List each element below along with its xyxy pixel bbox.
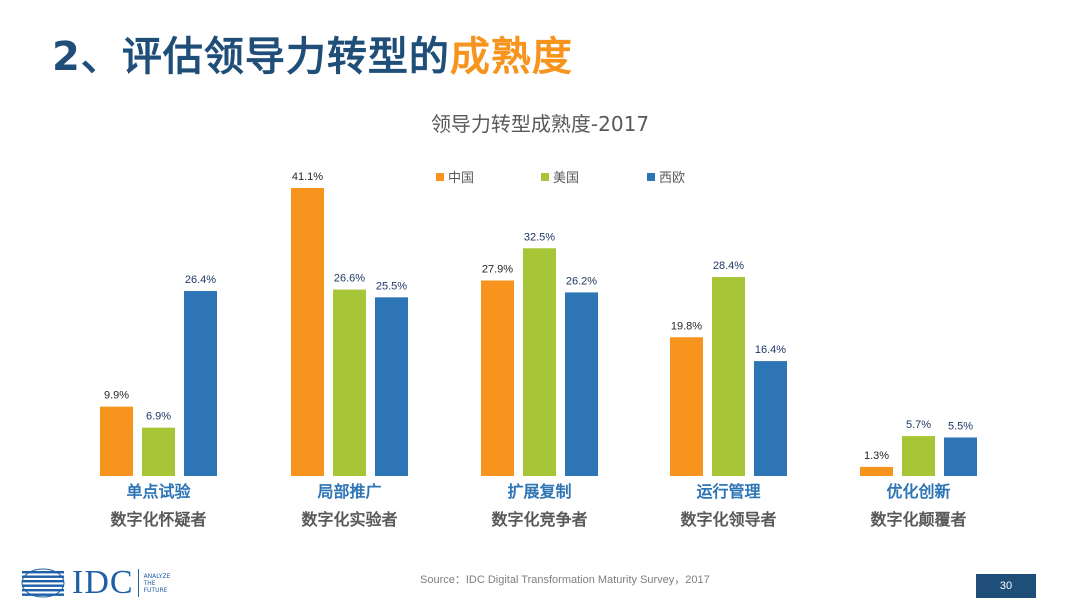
subcategory-label: 数字化竞争者 (491, 510, 587, 529)
subcategory-label: 数字化实验者 (301, 510, 397, 529)
data-label: 26.2% (566, 275, 597, 287)
bar (375, 297, 408, 476)
logo-tagline: ANALYZE THE FUTURE (144, 573, 171, 594)
bar (712, 276, 745, 476)
bar (902, 436, 935, 476)
globe-icon (21, 568, 65, 598)
data-label: 5.5% (948, 420, 973, 432)
category-label: 单点试验 (126, 482, 191, 501)
data-label: 28.4% (713, 260, 744, 272)
data-label: 1.3% (864, 450, 889, 462)
legend-label: 中国 (448, 171, 474, 186)
category-label: 优化创新 (886, 482, 950, 501)
category-label: 局部推广 (317, 482, 381, 501)
bar (142, 427, 175, 476)
logo-tagline-line: ANALYZE (143, 572, 171, 580)
bar (333, 289, 366, 476)
subcategory-label: 数字化颠覆者 (870, 510, 966, 529)
bar (754, 361, 787, 476)
data-label: 5.7% (906, 419, 931, 431)
bar (565, 292, 598, 476)
page-number: 30 (976, 574, 1036, 598)
data-label: 26.6% (334, 273, 365, 285)
subcategory-label: 数字化怀疑者 (110, 510, 206, 529)
logo-tagline-line: FUTURE (143, 586, 168, 594)
source-note: Source：IDC Digital Transformation Maturi… (420, 574, 710, 586)
data-label: 6.9% (146, 411, 171, 423)
bar (291, 188, 324, 476)
subcategory-label: 数字化领导者 (680, 510, 776, 529)
slide-title-prefix: 2、评估领导力转型的 (52, 34, 450, 80)
chart-title: 领导力转型成熟度-2017 (430, 112, 650, 136)
bar (860, 466, 893, 476)
legend-label: 西欧 (659, 171, 685, 186)
logo-text: IDC (72, 564, 134, 601)
logo-tagline-line: THE (143, 579, 156, 587)
slide-title: 2、评估领导力转型的成熟度 (52, 24, 573, 82)
bar (184, 291, 217, 476)
logo-divider (137, 569, 139, 597)
data-label: 32.5% (524, 231, 555, 243)
data-label: 19.8% (671, 320, 702, 332)
idc-logo: IDC ANALYZE THE FUTURE (20, 566, 170, 600)
category-label: 扩展复制 (507, 482, 571, 501)
legend-swatch (647, 173, 655, 181)
bar (481, 280, 514, 476)
slide-title-highlight: 成熟度 (449, 34, 573, 80)
legend-swatch (436, 173, 444, 181)
data-label: 26.4% (185, 274, 216, 286)
data-label: 16.4% (755, 344, 786, 356)
legend-swatch (541, 173, 549, 181)
data-label: 25.5% (376, 280, 407, 292)
legend-label: 美国 (553, 171, 579, 186)
bar (100, 406, 133, 476)
bar (523, 248, 556, 476)
bar (670, 337, 703, 476)
category-label: 运行管理 (696, 482, 760, 501)
bar (944, 437, 977, 476)
data-label: 41.1% (292, 171, 323, 183)
data-label: 27.9% (482, 263, 513, 275)
data-label: 9.9% (104, 390, 129, 402)
